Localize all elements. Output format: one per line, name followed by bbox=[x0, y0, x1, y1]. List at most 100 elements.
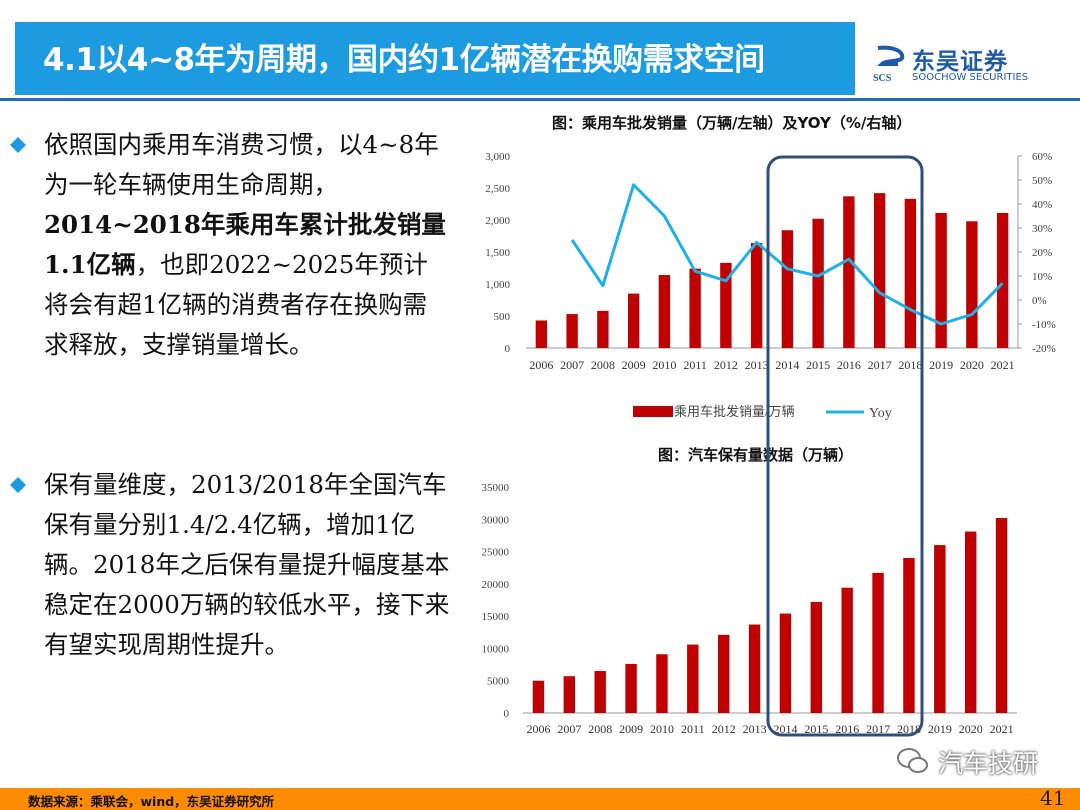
y-tick-label: 0 bbox=[505, 343, 511, 355]
legend-bar-swatch bbox=[633, 406, 673, 417]
x-tick-label: 2021 bbox=[991, 358, 1015, 372]
sales-bar bbox=[750, 243, 763, 348]
wechat-icon bbox=[897, 748, 928, 773]
parc-bar bbox=[717, 634, 730, 713]
x-tick-label: 2010 bbox=[652, 358, 676, 372]
parc-bar bbox=[995, 517, 1008, 713]
x-tick-label: 2011 bbox=[681, 722, 705, 736]
x-tick-label: 2018 bbox=[897, 722, 921, 736]
logo-mark-icon: SCS bbox=[873, 45, 905, 84]
y-tick-label: 35000 bbox=[482, 482, 510, 494]
parc-bar bbox=[532, 680, 545, 713]
logo-subtitle: SOOCHOW SECURITIES bbox=[912, 72, 1029, 83]
x-tick-label: 2015 bbox=[804, 722, 828, 736]
sales-bar bbox=[720, 262, 732, 348]
bullet-text: 依照国内乘用车消费习惯，以4~8年为一轮车辆使用生命周期， 2014~2018年乘… bbox=[10, 125, 450, 365]
bullet-emphasis: 2014~2018年乘用车累计批发销量1.1亿辆 bbox=[44, 210, 446, 279]
y2-tick-label: 60% bbox=[1032, 151, 1052, 163]
x-tick-label: 2019 bbox=[928, 722, 952, 736]
page-number: 41 bbox=[1040, 786, 1065, 810]
parc-bar bbox=[563, 676, 576, 713]
sales-bar bbox=[535, 320, 548, 348]
y2-tick-label: 0% bbox=[1032, 295, 1047, 307]
sales-bar bbox=[597, 310, 609, 348]
sales-bar bbox=[689, 268, 701, 348]
x-tick-label: 2012 bbox=[714, 358, 738, 372]
x-tick-label: 2006 bbox=[526, 722, 550, 736]
y2-tick-label: 40% bbox=[1032, 199, 1052, 211]
x-tick-label: 2007 bbox=[560, 358, 584, 372]
parc-bar bbox=[625, 663, 637, 713]
parc-bar bbox=[934, 545, 946, 713]
x-tick-label: 2019 bbox=[929, 358, 953, 372]
y-tick-label: 1,000 bbox=[485, 279, 510, 291]
title-bar: 4.1以4~8年为周期，国内约1亿辆潜在换购需求空间 bbox=[15, 22, 855, 95]
y2-tick-label: 50% bbox=[1032, 175, 1052, 187]
sales-bar bbox=[566, 314, 578, 348]
watermark-text: 汽车技研 bbox=[938, 749, 1039, 778]
logo-mark-text: SCS bbox=[873, 73, 892, 84]
y-tick-label: 3,000 bbox=[485, 151, 510, 163]
x-tick-label: 2016 bbox=[835, 722, 859, 736]
sales-bar bbox=[935, 212, 947, 348]
title-underline bbox=[0, 98, 1080, 101]
sales-bar bbox=[658, 275, 671, 348]
legend-bar-label: 乘用车批发销量/万辆 bbox=[674, 404, 795, 419]
y2-tick-label: 10% bbox=[1032, 271, 1052, 283]
y-tick-label: 500 bbox=[494, 311, 511, 323]
parc-bar bbox=[964, 531, 977, 713]
y2-tick-label: 30% bbox=[1032, 223, 1052, 235]
x-tick-label: 2009 bbox=[622, 358, 646, 372]
x-tick-label: 2021 bbox=[990, 722, 1014, 736]
bullet-text: 保有量维度，2013/2018年全国汽车保有量分别1.4/2.4亿辆，增加1亿辆… bbox=[10, 465, 450, 665]
logo-name: 东吴证券 bbox=[912, 49, 1008, 75]
parc-bar bbox=[872, 572, 884, 713]
bullet-segment: ，也即2022~2025年预计将会有超1亿辆的消费者存在换购需求释放，支撑销量增… bbox=[44, 250, 428, 359]
y-tick-label: 15000 bbox=[482, 611, 510, 623]
y2-tick-label: -20% bbox=[1032, 343, 1056, 355]
footer-bar: 数据来源：乘联会，wind，东吴证券研究所 bbox=[0, 788, 1080, 810]
diamond-bullet-icon bbox=[10, 477, 26, 493]
bullet-point-2: 保有量维度，2013/2018年全国汽车保有量分别1.4/2.4亿辆，增加1亿辆… bbox=[10, 465, 450, 665]
x-tick-label: 2009 bbox=[619, 722, 643, 736]
x-tick-label: 2017 bbox=[866, 722, 890, 736]
company-logo: SCS 东吴证券 SOOCHOW SECURITIES bbox=[872, 44, 1062, 90]
y2-tick-label: 20% bbox=[1032, 247, 1052, 259]
x-tick-label: 2011 bbox=[683, 358, 707, 372]
vehicle-parc-chart: 0 5000 10000 15000 20000 25000 30000 35000 2006 2… bbox=[482, 482, 1017, 736]
x-tick-label: 2020 bbox=[959, 722, 983, 736]
x-tick-label: 2007 bbox=[557, 722, 581, 736]
x-tick-label: 2008 bbox=[591, 358, 615, 372]
x-tick-label: 2012 bbox=[712, 722, 736, 736]
parc-bar bbox=[748, 624, 761, 713]
parc-bar bbox=[594, 671, 606, 713]
y-tick-label: 10000 bbox=[482, 643, 510, 655]
x-tick-label: 2014 bbox=[773, 722, 797, 736]
x-tick-label: 2013 bbox=[745, 358, 769, 372]
bullet-point-1: 依照国内乘用车消费习惯，以4~8年为一轮车辆使用生命周期， 2014~2018年乘… bbox=[10, 125, 450, 365]
bullet-segment: 保有量维度，2013/2018年全国汽车保有量分别1.4/2.4亿辆，增加1亿辆… bbox=[44, 470, 450, 659]
y-tick-label: 20000 bbox=[482, 579, 510, 591]
x-tick-label: 2020 bbox=[960, 358, 984, 372]
x-tick-label: 2006 bbox=[529, 358, 553, 372]
y2-tick-label: -10% bbox=[1032, 319, 1056, 331]
data-source: 数据来源：乘联会，wind，东吴证券研究所 bbox=[28, 794, 275, 809]
parc-bar bbox=[656, 654, 668, 713]
sales-bar bbox=[627, 293, 640, 348]
y-tick-label: 5000 bbox=[487, 676, 510, 688]
x-tick-label: 2013 bbox=[743, 722, 767, 736]
bullet-segment: 依照国内乘用车消费习惯，以4~8年为一轮车辆使用生命周期， bbox=[44, 130, 439, 199]
diamond-bullet-icon bbox=[10, 137, 26, 153]
page-title: 4.1以4~8年为周期，国内约1亿辆潜在换购需求空间 bbox=[43, 42, 765, 78]
y-tick-label: 1,500 bbox=[485, 247, 510, 259]
chart1-title: 图：乘用车批发销量（万辆/左轴）及YOY（%/右轴） bbox=[552, 114, 912, 132]
y-tick-label: 25000 bbox=[482, 547, 510, 559]
x-tick-label: 2008 bbox=[588, 722, 612, 736]
parc-bar bbox=[810, 601, 823, 713]
parc-bar bbox=[779, 613, 792, 713]
parc-bar bbox=[687, 644, 699, 713]
parc-bar bbox=[903, 558, 915, 713]
sales-bar bbox=[966, 221, 978, 348]
x-tick-label: 2010 bbox=[650, 722, 674, 736]
y-tick-label: 0 bbox=[504, 708, 510, 720]
